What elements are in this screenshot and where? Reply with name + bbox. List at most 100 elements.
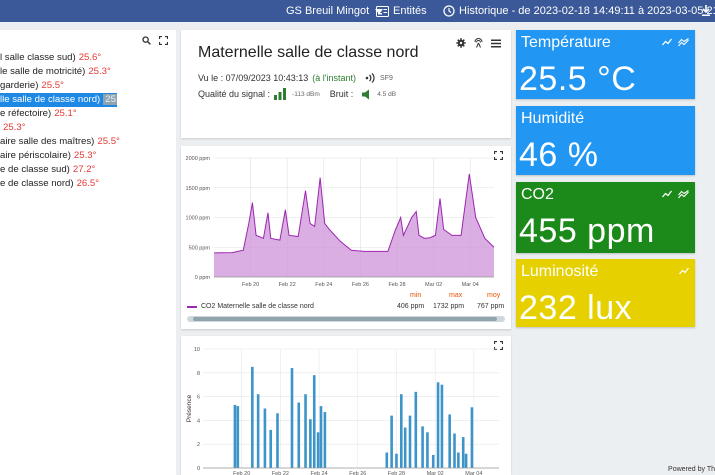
entities-button[interactable]: Entités <box>376 0 427 22</box>
co2-value: 455 ppm <box>519 212 655 250</box>
presence-bar <box>323 412 327 468</box>
speaker-icon <box>362 89 370 99</box>
expand-icon[interactable] <box>494 151 503 160</box>
sensor-name: aire salle des maîtres) <box>0 136 95 147</box>
presence-bar <box>464 453 468 468</box>
x-tick-label: Feb 20 <box>233 471 250 475</box>
gear-icon[interactable] <box>456 38 466 48</box>
sensor-temperature: 25.1° <box>54 108 77 119</box>
legend-avg-header: moy <box>487 292 501 299</box>
sensor-list-item[interactable]: e réfectoire) 25.1° <box>0 107 176 121</box>
sensor-temperature: 25.3° <box>88 66 111 77</box>
presence-bar <box>319 406 323 468</box>
presence-bar <box>233 404 237 468</box>
humidity-value: 46 % <box>519 136 599 174</box>
sensor-temperature: 27.2° <box>72 164 96 175</box>
sensor-temperature: 26.5° <box>76 178 100 189</box>
y-tick-label: 500 ppm <box>189 245 211 251</box>
fullscreen-icon[interactable] <box>159 36 168 45</box>
x-tick-label: Feb 28 <box>388 471 405 475</box>
signal-quality: Qualité du signal : -113 dBm Bruit : 4.5… <box>198 88 396 100</box>
wireless-icon <box>365 73 375 83</box>
history-button[interactable]: Historique - de 2023-02-18 14:49:11 à 20… <box>443 0 715 22</box>
presence-bar <box>276 413 279 468</box>
y-tick-label: 2000 ppm <box>186 156 211 162</box>
legend-swatch <box>187 306 197 308</box>
temperature-tile[interactable]: Température 25.5 °C <box>516 30 695 99</box>
signal-value: -113 dBm <box>292 90 320 98</box>
x-tick-label: Feb 22 <box>272 471 289 475</box>
y-axis-label: Présence <box>186 394 193 422</box>
compare-trend-icon[interactable] <box>678 38 689 47</box>
sensor-list-item[interactable]: e de classe sud) 27.2° <box>0 163 176 177</box>
chart-scrollbar[interactable] <box>187 316 505 322</box>
y-tick-label: 10 <box>194 347 200 353</box>
clock-icon <box>443 5 455 17</box>
last-seen-label: Vu le : 07/09/2023 10:43:13 <box>198 73 309 83</box>
menu-icon[interactable] <box>491 39 501 48</box>
co2-chart-card: 0 ppm 500 ppm 1000 ppm 1500 ppm 2000 ppm Feb … <box>181 146 511 329</box>
co2-line <box>213 173 495 254</box>
sensor-temperature: 25.5° <box>103 94 117 105</box>
sensor-name: e de classe sud) <box>0 164 70 175</box>
presence-bar <box>290 368 294 468</box>
trend-icon[interactable] <box>679 267 689 275</box>
presence-bar <box>385 452 389 468</box>
presence-bar <box>263 408 267 468</box>
x-tick-label: Feb 24 <box>311 471 328 475</box>
presence-bar <box>236 406 240 468</box>
sensor-name: lle salle de classe nord) <box>0 94 101 105</box>
legend-avg-value: 767 ppm <box>477 303 505 310</box>
y-tick-label: 1500 ppm <box>186 186 211 192</box>
sensor-list-item[interactable]: lle salle de classe nord)25.5° <box>0 93 117 107</box>
sensor-list-item[interactable]: le salle de motricité) 25.3° <box>0 65 176 79</box>
site-selector[interactable]: GS Breuil Mingot <box>286 0 384 22</box>
x-tick-label: Feb 26 <box>349 471 366 475</box>
trend-icon[interactable] <box>662 190 672 198</box>
presence-bar <box>304 394 307 468</box>
entities-label: Entités <box>393 5 427 17</box>
x-tick-label: Mar 02 <box>427 471 444 475</box>
sensor-list-item[interactable]: garderie) 25.5° <box>0 79 176 93</box>
sensor-list-item[interactable]: e de classe nord) 26.5° <box>0 177 176 191</box>
x-tick-label: Feb 28 <box>388 282 405 288</box>
presence-bar <box>309 419 312 468</box>
legend-min-value: 406 ppm <box>397 303 425 310</box>
co2-tile[interactable]: CO2 455 ppm <box>516 182 695 253</box>
sensor-list-item[interactable]: 25.3° <box>0 121 176 135</box>
last-seen-live: (à l'instant) <box>312 73 356 83</box>
chart-scrollbar-thumb[interactable] <box>193 317 497 321</box>
luminosity-tile[interactable]: Luminosité 232 lux <box>516 259 695 327</box>
sensor-list-item[interactable]: l salle classe sud) 25.6° <box>0 51 176 65</box>
noise-value: 4.5 dB <box>377 90 397 98</box>
sensor-title: Maternelle salle de classe nord <box>198 44 419 61</box>
sensor-list-item[interactable]: aire périscolaire) 25.3° <box>0 149 176 163</box>
legend-series-row[interactable]: CO2 Maternelle salle de classe nord 406 … <box>185 303 505 313</box>
last-seen: Vu le : 07/09/2023 10:43:13 (à l'instant… <box>198 73 393 83</box>
sensor-list-item[interactable]: aire salle des maîtres) 25.5° <box>0 135 176 149</box>
luminosity-title: Luminosité <box>521 263 599 280</box>
presence-bar <box>403 427 407 468</box>
x-tick-label: Feb 20 <box>242 282 259 288</box>
co2-title: CO2 <box>521 186 554 203</box>
presence-bar <box>436 382 440 468</box>
sensor-temperature: 25.3° <box>3 122 26 133</box>
presence-bar <box>431 454 435 468</box>
antenna-icon[interactable] <box>473 38 484 48</box>
y-tick-label: 2 <box>197 442 200 448</box>
download-icon[interactable] <box>701 4 711 17</box>
expand-icon[interactable] <box>494 341 503 350</box>
compare-trend-icon[interactable] <box>678 190 689 199</box>
legend-max-value: 1732 ppm <box>433 303 465 310</box>
search-icon[interactable] <box>142 36 151 45</box>
humidity-title: Humidité <box>521 110 585 127</box>
luminosity-value: 232 lux <box>519 289 633 327</box>
presence-bar <box>390 415 393 468</box>
legend-max-header: max <box>449 292 463 299</box>
sensor-list-panel: l salle classe sud) 25.6° le salle de motr… <box>0 30 176 475</box>
signal-bars-icon <box>274 88 287 100</box>
humidity-tile[interactable]: Humidité 46 % <box>516 106 695 175</box>
temperature-value: 25.5 °C <box>519 60 637 98</box>
temperature-title: Température <box>521 34 611 51</box>
trend-icon[interactable] <box>662 38 672 46</box>
